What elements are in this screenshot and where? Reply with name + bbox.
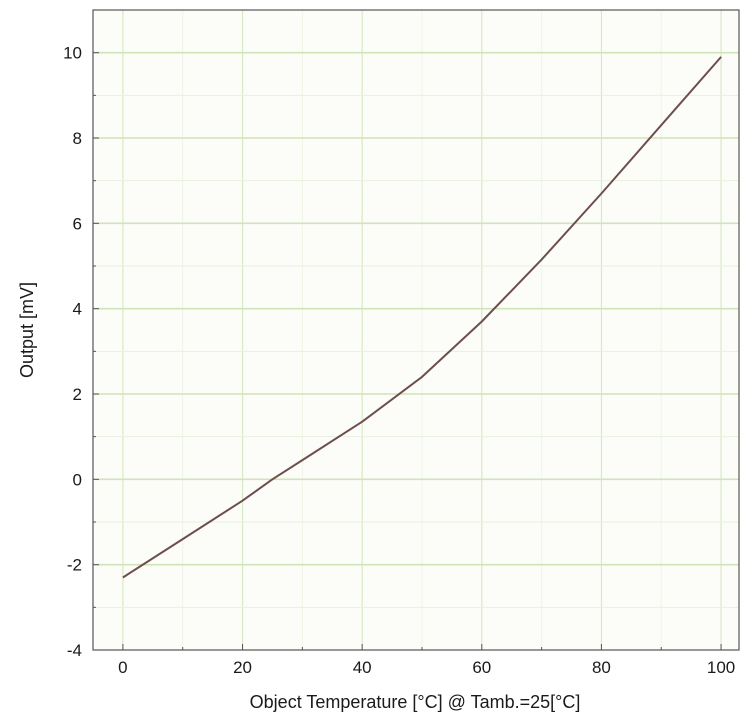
- plot-background: [93, 10, 739, 650]
- y-tick-label: -2: [67, 556, 82, 575]
- y-tick-label: 2: [73, 385, 82, 404]
- x-tick-label: 100: [707, 658, 735, 677]
- y-axis-title: Output [mV]: [17, 282, 37, 378]
- x-axis-title: Object Temperature [°C] @ Tamb.=25[°C]: [250, 692, 581, 712]
- y-tick-label: -4: [67, 641, 82, 660]
- y-tick-label: 0: [73, 470, 82, 489]
- y-axis-tick-labels: -4 -2 0 2 4 6 8 10: [63, 44, 82, 660]
- y-tick-label: 8: [73, 129, 82, 148]
- x-tick-label: 0: [118, 658, 127, 677]
- x-tick-label: 40: [353, 658, 372, 677]
- x-tick-label: 80: [592, 658, 611, 677]
- x-axis-tick-labels: 0 20 40 60 80 100: [118, 658, 735, 677]
- x-tick-label: 60: [472, 658, 491, 677]
- y-tick-label: 4: [73, 300, 82, 319]
- y-tick-label: 6: [73, 214, 82, 233]
- y-tick-label: 10: [63, 44, 82, 63]
- x-tick-label: 20: [233, 658, 252, 677]
